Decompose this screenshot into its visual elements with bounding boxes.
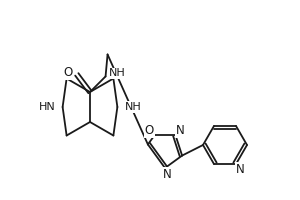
Text: N: N [176,124,185,137]
Text: HN: HN [39,102,56,112]
Text: O: O [64,66,73,79]
Text: N: N [163,168,171,180]
Text: NH: NH [124,102,141,112]
Text: NH: NH [109,68,125,78]
Text: N: N [236,163,244,176]
Text: O: O [145,124,154,137]
